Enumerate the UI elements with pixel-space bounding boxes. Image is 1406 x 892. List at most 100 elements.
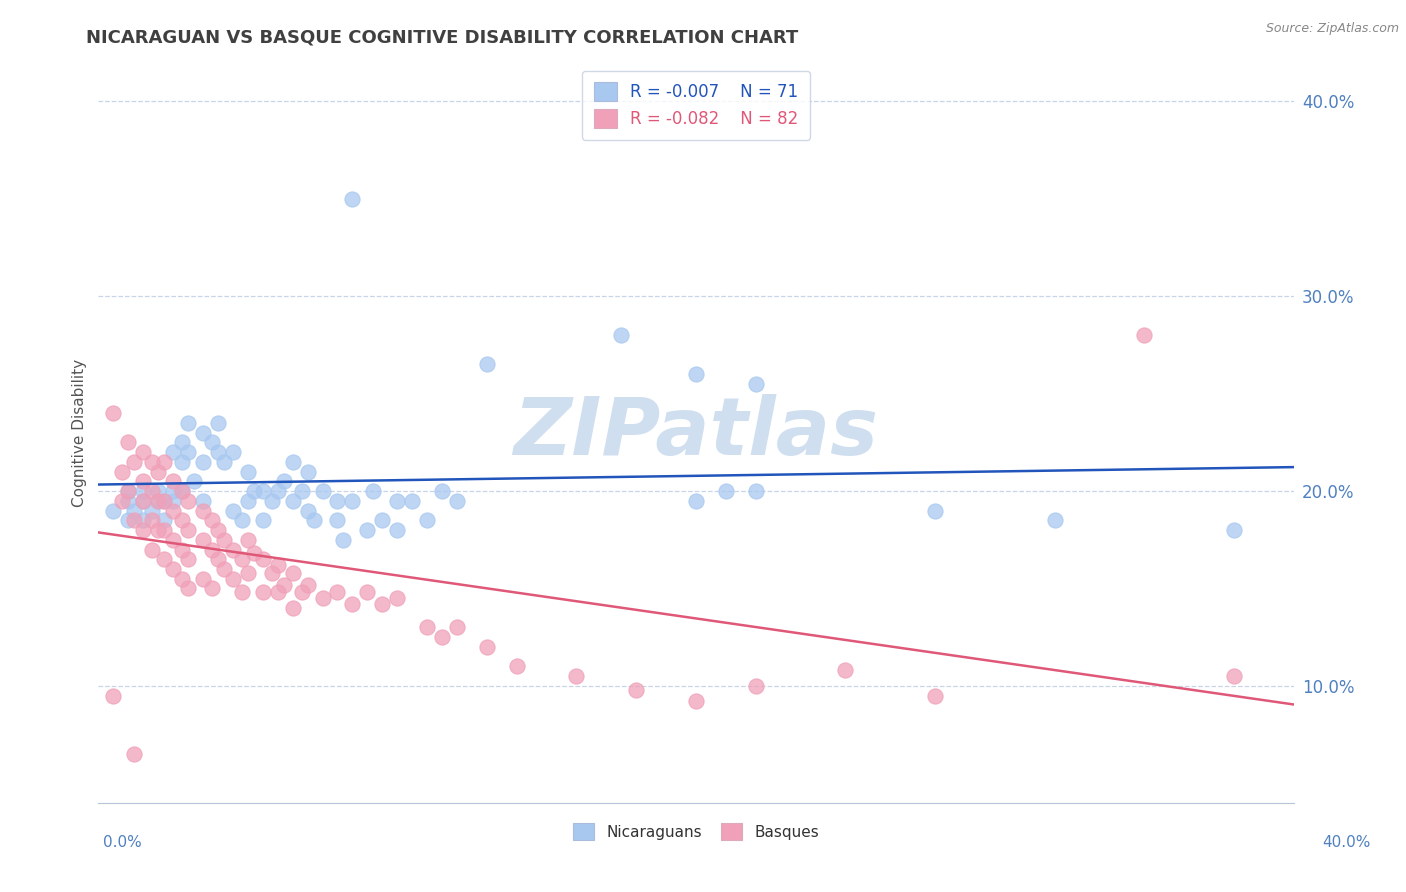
Point — [1223, 523, 1246, 537]
Point — [141, 455, 163, 469]
Point — [342, 597, 364, 611]
Point — [385, 523, 409, 537]
Point — [297, 577, 319, 591]
Point — [162, 475, 184, 489]
Point — [191, 455, 214, 469]
Point — [124, 747, 146, 761]
Point — [363, 484, 385, 499]
Point — [162, 562, 184, 576]
Point — [172, 435, 194, 450]
Point — [342, 192, 364, 206]
Point — [446, 620, 468, 634]
Point — [281, 601, 304, 615]
Point — [430, 484, 453, 499]
Point — [231, 552, 253, 566]
Point — [332, 533, 354, 547]
Point — [148, 493, 170, 508]
Point — [356, 523, 378, 537]
Point — [834, 663, 856, 677]
Point — [191, 572, 214, 586]
Point — [162, 484, 184, 499]
Point — [172, 513, 194, 527]
Point — [416, 513, 439, 527]
Point — [273, 577, 295, 591]
Point — [222, 572, 245, 586]
Point — [177, 552, 200, 566]
Point — [132, 493, 155, 508]
Point — [153, 523, 176, 537]
Point — [243, 546, 266, 560]
Point — [148, 484, 170, 499]
Point — [132, 445, 155, 459]
Point — [172, 572, 194, 586]
Point — [745, 484, 768, 499]
Point — [1223, 669, 1246, 683]
Point — [685, 694, 707, 708]
Point — [924, 689, 946, 703]
Point — [385, 591, 409, 606]
Point — [430, 630, 453, 644]
Point — [162, 533, 184, 547]
Point — [177, 445, 200, 459]
Point — [260, 566, 283, 580]
Point — [326, 585, 349, 599]
Point — [745, 376, 768, 391]
Point — [222, 503, 245, 517]
Point — [191, 493, 214, 508]
Point — [132, 475, 155, 489]
Point — [201, 513, 224, 527]
Point — [267, 484, 290, 499]
Point — [207, 552, 229, 566]
Point — [177, 582, 200, 596]
Point — [172, 484, 194, 499]
Point — [371, 597, 394, 611]
Point — [191, 503, 214, 517]
Point — [610, 328, 633, 343]
Point — [356, 585, 378, 599]
Point — [191, 425, 214, 440]
Point — [385, 493, 409, 508]
Point — [132, 513, 155, 527]
Point — [475, 640, 498, 654]
Point — [311, 484, 333, 499]
Point — [342, 493, 364, 508]
Point — [103, 406, 125, 420]
Text: ZIPatlas: ZIPatlas — [513, 393, 879, 472]
Point — [132, 493, 155, 508]
Point — [103, 503, 125, 517]
Point — [626, 682, 648, 697]
Point — [273, 475, 295, 489]
Point — [201, 542, 224, 557]
Point — [281, 566, 304, 580]
Point — [297, 465, 319, 479]
Point — [153, 493, 176, 508]
Point — [212, 562, 235, 576]
Point — [177, 416, 200, 430]
Point — [177, 523, 200, 537]
Point — [281, 493, 304, 508]
Point — [714, 484, 737, 499]
Point — [924, 503, 946, 517]
Point — [124, 513, 146, 527]
Point — [141, 484, 163, 499]
Point — [132, 484, 155, 499]
Point — [685, 367, 707, 381]
Point — [162, 493, 184, 508]
Text: 0.0%: 0.0% — [103, 836, 142, 850]
Point — [124, 455, 146, 469]
Point — [222, 542, 245, 557]
Point — [252, 484, 274, 499]
Point — [117, 493, 139, 508]
Point — [207, 445, 229, 459]
Point — [111, 493, 134, 508]
Point — [172, 542, 194, 557]
Text: 40.0%: 40.0% — [1323, 836, 1371, 850]
Point — [281, 455, 304, 469]
Point — [565, 669, 588, 683]
Point — [291, 585, 314, 599]
Point — [212, 455, 235, 469]
Point — [297, 503, 319, 517]
Point — [153, 455, 176, 469]
Point — [231, 513, 253, 527]
Point — [243, 484, 266, 499]
